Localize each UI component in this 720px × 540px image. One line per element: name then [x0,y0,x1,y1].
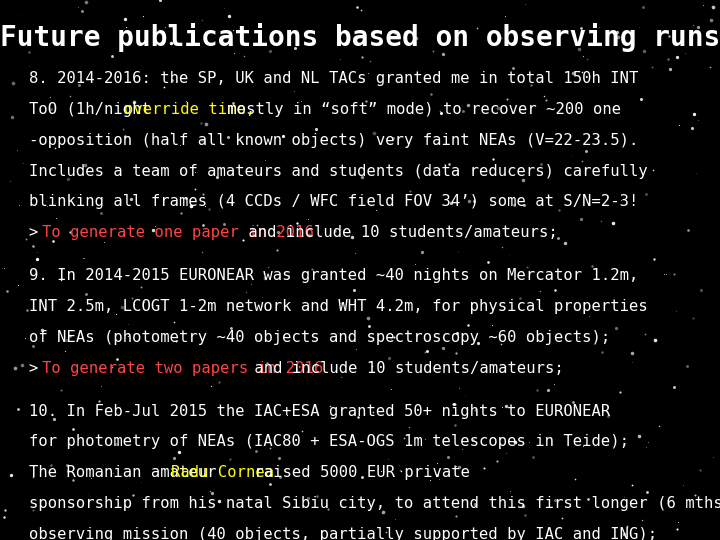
Text: sponsorship from his natal Sibiu city, to attend this first longer (6 mths): sponsorship from his natal Sibiu city, t… [29,496,720,511]
Text: ToO (1h/night: ToO (1h/night [29,102,160,117]
Text: raised 5000 EUR private: raised 5000 EUR private [246,465,470,480]
Text: The Romanian amateur: The Romanian amateur [29,465,225,480]
Text: for photometry of NEAs (IAC80 + ESA-OGS 1m telescopes in Teide);: for photometry of NEAs (IAC80 + ESA-OGS … [29,435,629,449]
Text: Future publications based on observing runs: Future publications based on observing r… [0,23,720,52]
Text: 10. In Feb-Jul 2015 the IAC+ESA granted 50+ nights to EURONEAR: 10. In Feb-Jul 2015 the IAC+ESA granted … [29,404,610,418]
Text: >: > [29,361,48,376]
Text: 9. In 2014-2015 EURONEAR was granted ~40 nights on Mercator 1.2m,: 9. In 2014-2015 EURONEAR was granted ~40… [29,268,638,284]
Text: -opposition (half all known objects) very faint NEAs (V=22-23.5).: -opposition (half all known objects) ver… [29,133,638,148]
Text: 8. 2014-2016: the SP, UK and NL TACs granted me in total 150h INT: 8. 2014-2016: the SP, UK and NL TACs gra… [29,71,638,86]
Text: override time,: override time, [124,102,255,117]
Text: Includes a team of amateurs and students (data reducers) carefully: Includes a team of amateurs and students… [29,164,647,179]
Text: of NEAs (photometry ~40 objects and spectroscopy ~60 objects);: of NEAs (photometry ~40 objects and spec… [29,330,610,345]
Text: observing mission (40 objects, partially supported by IAC and ING);: observing mission (40 objects, partially… [29,527,657,540]
Text: >: > [29,225,48,240]
Text: and include 10 students/amateurs;: and include 10 students/amateurs; [246,361,564,376]
Text: blinking all frames (4 CCDs / WFC field FOV 34’) some at S/N=2-3!: blinking all frames (4 CCDs / WFC field … [29,194,638,210]
Text: Radu Cornea: Radu Cornea [171,465,274,480]
Text: INT 2.5m, LCOGT 1-2m network and WHT 4.2m, for physical properties: INT 2.5m, LCOGT 1-2m network and WHT 4.2… [29,299,647,314]
Text: To generate one paper in 2016: To generate one paper in 2016 [42,225,314,240]
Text: mostly in “soft” mode) to recover ~200 one: mostly in “soft” mode) to recover ~200 o… [218,102,621,117]
Text: To generate two papers in 2016: To generate two papers in 2016 [42,361,323,376]
Text: and include 10 students/amateurs;: and include 10 students/amateurs; [238,225,557,240]
